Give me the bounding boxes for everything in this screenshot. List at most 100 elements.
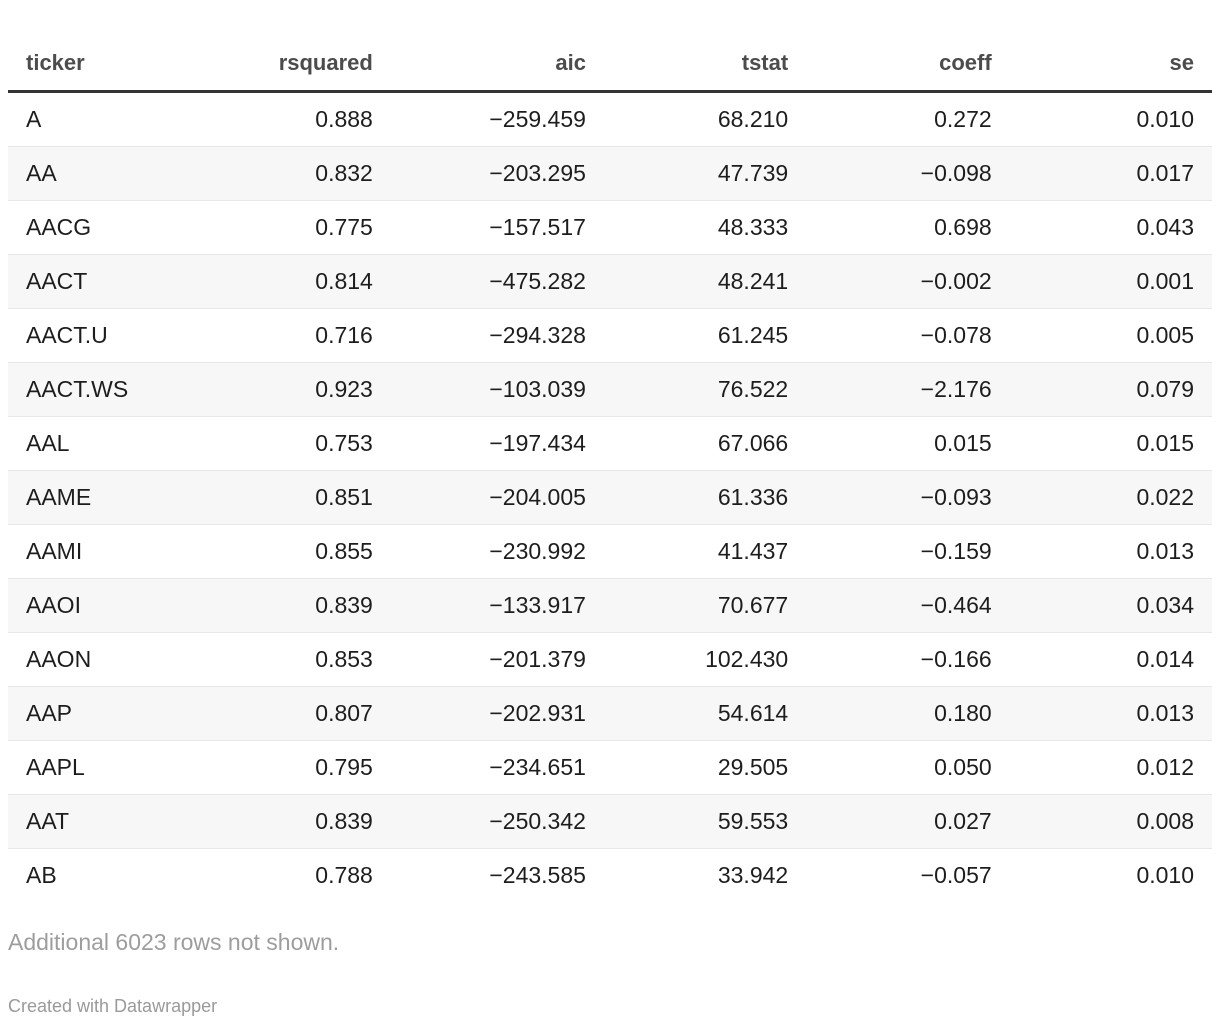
cell-tstat: 29.505 [717,754,789,780]
cell-ticker: AAPL [26,754,85,780]
cell-tstat: 76.522 [717,376,789,402]
cell-aic: −204.005 [489,484,586,510]
cell-tstat: 48.333 [717,214,789,240]
cell-aic: −234.651 [489,754,586,780]
cell-tstat: 67.066 [717,430,789,456]
cell-ticker: AB [26,862,57,888]
cell-se: 0.010 [1136,106,1194,132]
cell-aic: −103.039 [489,376,586,402]
cell-se: 0.043 [1136,214,1194,240]
cell-rsquared: 0.853 [315,646,373,672]
column-header-se: se [1169,49,1194,75]
cell-se: 0.012 [1136,754,1194,780]
cell-coeff: −0.002 [920,268,992,294]
cell-aic: −250.342 [489,808,586,834]
cell-aic: −203.295 [489,160,586,186]
cell-ticker: AAME [26,484,92,510]
cell-coeff: −0.057 [920,862,992,888]
cell-coeff: −0.166 [920,646,992,672]
cell-rsquared: 0.855 [315,538,373,564]
cell-coeff: 0.272 [934,106,992,132]
cell-tstat: 59.553 [717,808,789,834]
cell-tstat: 68.210 [717,106,789,132]
cell-ticker: AAP [26,700,73,726]
cell-tstat: 48.241 [717,268,789,294]
datawrapper-credit-link[interactable]: Created with Datawrapper [8,996,218,1016]
table-row: AACT.WS 0.923 −103.039 76.522 −2.176 0.079 [8,362,1212,417]
cell-se: 0.013 [1136,700,1194,726]
cell-se: 0.001 [1136,268,1194,294]
table-row: AACT.U 0.716 −294.328 61.245 −0.078 0.005 [8,308,1212,363]
cell-tstat: 47.739 [717,160,789,186]
table-row: AA 0.832 −203.295 47.739 −0.098 0.017 [8,146,1212,201]
cell-rsquared: 0.839 [315,808,373,834]
cell-tstat: 70.677 [717,592,789,618]
column-header-rsquared: rsquared [278,49,373,75]
cell-se: 0.017 [1136,160,1194,186]
cell-aic: −243.585 [489,862,586,888]
cell-ticker: AACT.WS [26,376,129,402]
table-row: AACG 0.775 −157.517 48.333 0.698 0.043 [8,200,1212,255]
cell-coeff: 0.027 [934,808,992,834]
cell-se: 0.005 [1136,322,1194,348]
cell-ticker: AAMI [26,538,83,564]
table-body: A 0.888 −259.459 68.210 0.272 0.010 AA 0.832 −20… [8,92,1212,903]
cell-se: 0.014 [1136,646,1194,672]
cell-tstat: 33.942 [717,862,789,888]
cell-ticker: AAT [26,808,70,834]
table-row: AAT 0.839 −250.342 59.553 0.027 0.008 [8,794,1212,849]
cell-aic: −230.992 [489,538,586,564]
cell-aic: −157.517 [489,214,586,240]
cell-rsquared: 0.888 [315,106,373,132]
table-row: AAP 0.807 −202.931 54.614 0.180 0.013 [8,686,1212,741]
cell-aic: −201.379 [489,646,586,672]
cell-se: 0.013 [1136,538,1194,564]
cell-coeff: −2.176 [920,376,992,402]
cell-rsquared: 0.795 [315,754,373,780]
cell-se: 0.008 [1136,808,1194,834]
cell-rsquared: 0.839 [315,592,373,618]
cell-rsquared: 0.716 [315,322,373,348]
cell-rsquared: 0.775 [315,214,373,240]
cell-ticker: AACT.U [26,322,108,348]
table-header-row: ticker rsquared aic tstat coeff se [8,35,1212,92]
cell-coeff: 0.050 [934,754,992,780]
cell-aic: −133.917 [489,592,586,618]
cell-rsquared: 0.851 [315,484,373,510]
cell-rsquared: 0.832 [315,160,373,186]
cell-rsquared: 0.807 [315,700,373,726]
cell-coeff: 0.180 [934,700,992,726]
table-row: AAOI 0.839 −133.917 70.677 −0.464 0.034 [8,578,1212,633]
cell-coeff: −0.159 [920,538,992,564]
cell-ticker: AA [26,160,57,186]
cell-coeff: 0.015 [934,430,992,456]
table-row: AAPL 0.795 −234.651 29.505 0.050 0.012 [8,740,1212,795]
cell-ticker: AACG [26,214,92,240]
cell-tstat: 61.336 [717,484,789,510]
cell-rsquared: 0.814 [315,268,373,294]
cell-ticker: A [26,106,42,132]
table-row: AAON 0.853 −201.379 102.430 −0.166 0.014 [8,632,1212,687]
cell-se: 0.034 [1136,592,1194,618]
table-row: AACT 0.814 −475.282 48.241 −0.002 0.001 [8,254,1212,309]
cell-rsquared: 0.753 [315,430,373,456]
cell-aic: −197.434 [489,430,586,456]
cell-se: 0.079 [1136,376,1194,402]
column-header-aic: aic [555,49,586,75]
column-header-ticker: ticker [26,49,85,75]
cell-rsquared: 0.788 [315,862,373,888]
table-header: ticker rsquared aic tstat coeff se [8,35,1212,92]
cell-coeff: −0.078 [920,322,992,348]
cell-se: 0.010 [1136,862,1194,888]
rows-not-shown-note: Additional 6023 rows not shown. [8,929,340,955]
stats-table: ticker rsquared aic tstat coeff se A 0.888 −259… [8,35,1212,902]
cell-ticker: AAL [26,430,70,456]
cell-tstat: 41.437 [717,538,789,564]
column-header-tstat: tstat [741,49,789,75]
cell-coeff: 0.698 [934,214,992,240]
cell-tstat: 102.430 [705,646,789,672]
cell-aic: −294.328 [489,322,586,348]
cell-tstat: 61.245 [717,322,789,348]
cell-se: 0.022 [1136,484,1194,510]
